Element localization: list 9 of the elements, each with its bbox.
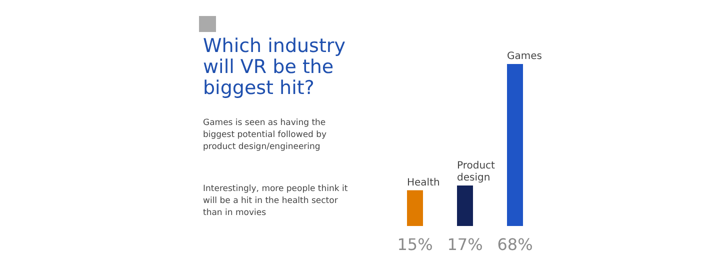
chart-title: Which industry will VR be the biggest hit?: [203, 35, 346, 99]
data-label: 17%: [447, 235, 483, 254]
text: Games is seen as having the biggest potential followed by product design/engineering: [203, 117, 328, 153]
x-tick-label: Product design: [457, 160, 496, 184]
data-label: 68%: [497, 235, 533, 254]
x-tick-label: Health: [407, 177, 440, 188]
x-tick-label: Games: [507, 51, 542, 62]
data-label: 15%: [397, 235, 433, 254]
text: Interestingly, more people think it will be a hit in the health sector than in movies: [203, 183, 349, 219]
